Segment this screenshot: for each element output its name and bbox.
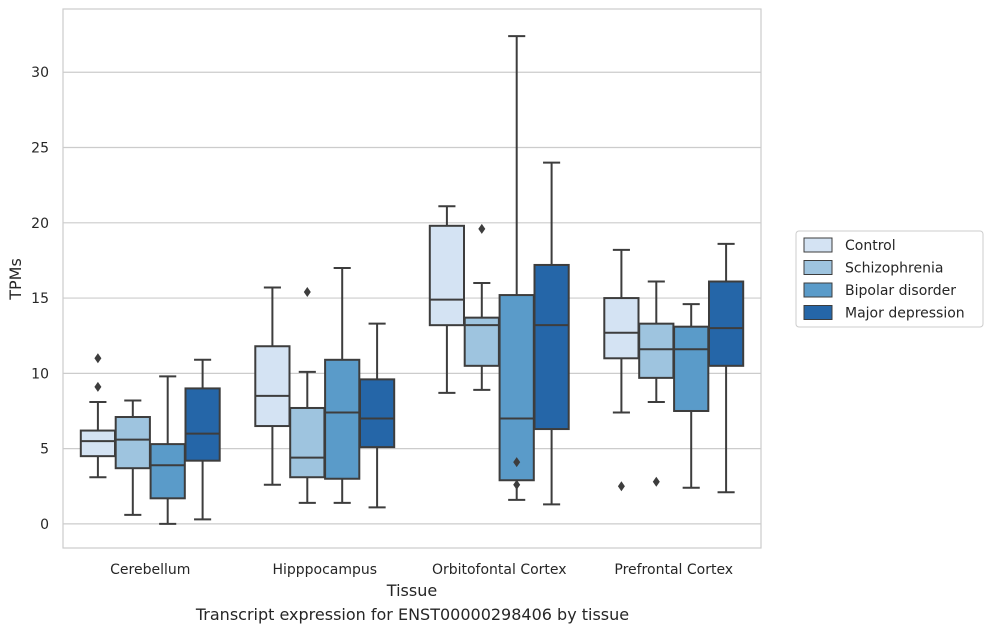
box-schizophrenia: [638, 280, 675, 487]
y-tick-label: 10: [31, 366, 49, 382]
box-body: [358, 378, 396, 449]
box-body: [533, 263, 570, 431]
box-major-depression: [707, 242, 745, 494]
x-axis-ticks: Cerebellum Hipppocampus Orbitofontal Corte…: [110, 562, 733, 578]
box-control: [254, 286, 291, 486]
box-bipolar-disorder: [498, 35, 535, 501]
outlier-point: [617, 481, 625, 492]
legend: Control Schizophrenia Bipolar disorder Majo…: [795, 230, 984, 328]
legend-label: Control: [845, 238, 896, 254]
legend-swatch: [803, 260, 833, 275]
box-major-depression: [184, 358, 221, 521]
box-bipolar-disorder: [149, 375, 186, 525]
y-tick-label: 0: [40, 517, 49, 533]
y-axis-title: TPMs: [6, 258, 25, 301]
box-body: [324, 358, 361, 480]
box-body: [184, 387, 221, 462]
box-body: [603, 297, 640, 360]
box-schizophrenia: [289, 287, 326, 504]
legend-label: Major depression: [845, 306, 965, 322]
legend-items: Control Schizophrenia Bipolar disorder Majo…: [803, 237, 965, 322]
outlier-point: [652, 476, 660, 487]
outlier-point: [513, 457, 521, 468]
box-body: [673, 325, 710, 412]
legend-label: Schizophrenia: [845, 261, 943, 277]
box-bipolar-disorder: [324, 266, 361, 504]
box-control: [79, 353, 117, 479]
box-series-group: [79, 35, 745, 525]
outlier-point: [478, 223, 486, 234]
box-control: [428, 205, 466, 394]
y-tick-label: 25: [31, 141, 49, 157]
box-body: [707, 280, 745, 367]
legend-swatch: [803, 237, 833, 253]
legend-swatch: [803, 305, 833, 320]
box-control: [603, 248, 640, 492]
box-body: [638, 322, 675, 379]
y-axis-ticks: 0 5 10 15 20 25 30: [31, 65, 49, 533]
box-body: [289, 406, 326, 479]
box-body: [254, 345, 291, 428]
box-body: [79, 429, 117, 458]
outlier-point: [94, 381, 102, 392]
box-body: [498, 294, 535, 482]
plot-area-frame: [62, 8, 762, 549]
x-tick-label: Hipppocampus: [272, 562, 377, 578]
x-axis-title: Tissue: [386, 581, 437, 600]
legend-frame: [795, 230, 984, 328]
x-tick-label: Prefrontal Cortex: [614, 562, 733, 578]
y-tick-label: 15: [31, 291, 49, 307]
box-schizophrenia: [463, 223, 500, 391]
box-schizophrenia: [114, 399, 151, 516]
box-major-depression: [533, 161, 570, 506]
box-body: [149, 443, 186, 500]
x-tick-label: Orbitofontal Cortex: [432, 562, 567, 578]
outlier-point: [94, 353, 102, 364]
y-tick-label: 30: [31, 65, 49, 81]
legend-swatch: [803, 282, 833, 298]
x-tick-label: Cerebellum: [110, 562, 190, 578]
box-body: [428, 224, 466, 327]
box-bipolar-disorder: [673, 303, 710, 489]
outlier-point: [513, 479, 521, 490]
box-major-depression: [358, 322, 396, 509]
outlier-point: [303, 287, 311, 298]
legend-label: Bipolar disorder: [845, 283, 956, 299]
chart-caption: Transcript expression for ENST0000029840…: [195, 605, 630, 624]
y-tick-label: 20: [31, 216, 49, 232]
box-body: [114, 416, 151, 470]
y-tick-label: 5: [40, 442, 49, 458]
